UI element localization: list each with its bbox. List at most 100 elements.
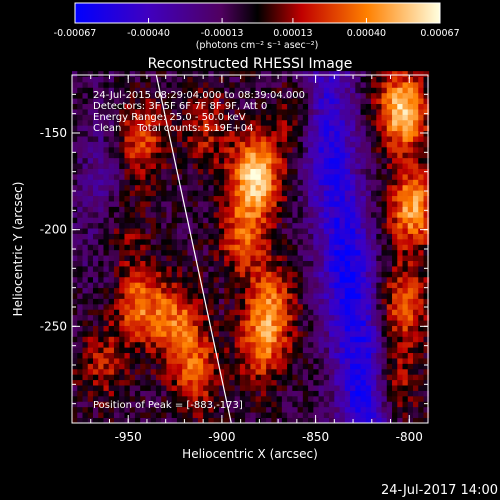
heatmap-cell bbox=[407, 119, 414, 126]
heatmap-cell bbox=[108, 184, 115, 191]
heatmap-cell bbox=[402, 395, 409, 402]
heatmap-cell bbox=[308, 98, 314, 105]
heatmap-cell bbox=[77, 163, 83, 169]
heatmap-cell bbox=[344, 390, 351, 397]
heatmap-cell bbox=[402, 406, 409, 413]
heatmap-cell bbox=[297, 401, 304, 408]
heatmap-cell bbox=[218, 352, 225, 359]
heatmap-cell bbox=[355, 287, 361, 294]
heatmap-cell bbox=[413, 341, 419, 348]
heatmap-cell bbox=[250, 266, 257, 272]
heatmap-cell bbox=[355, 222, 361, 229]
heatmap-cell bbox=[103, 81, 110, 88]
heatmap-cell bbox=[376, 157, 382, 164]
heatmap-cell bbox=[339, 71, 346, 77]
heatmap-cell bbox=[281, 401, 288, 408]
heatmap-cell bbox=[281, 92, 288, 99]
heatmap-cell bbox=[234, 358, 241, 364]
heatmap-cell bbox=[176, 92, 183, 99]
heatmap-cell bbox=[308, 374, 314, 381]
heatmap-cell bbox=[145, 347, 152, 354]
heatmap-cell bbox=[350, 401, 356, 408]
heatmap-cell bbox=[281, 206, 288, 213]
heatmap-cell bbox=[239, 152, 246, 159]
heatmap-cell bbox=[423, 412, 430, 418]
heatmap-cell bbox=[250, 330, 257, 337]
heatmap-cell bbox=[250, 412, 257, 418]
heatmap-cell bbox=[197, 201, 204, 207]
heatmap-cell bbox=[276, 249, 283, 256]
heatmap-cell bbox=[134, 293, 141, 299]
heatmap-cell bbox=[124, 130, 131, 137]
heatmap-cell bbox=[407, 385, 414, 391]
heatmap-cell bbox=[72, 211, 78, 218]
heatmap-cell bbox=[276, 190, 283, 197]
heatmap-cell bbox=[176, 298, 183, 305]
heatmap-cell bbox=[224, 222, 230, 229]
heatmap-cell bbox=[344, 266, 351, 272]
heatmap-cell bbox=[292, 260, 298, 267]
heatmap-cell bbox=[145, 201, 152, 207]
heatmap-cell bbox=[255, 287, 262, 294]
heatmap-cell bbox=[224, 184, 230, 191]
heatmap-cell bbox=[339, 195, 346, 202]
heatmap-cell bbox=[187, 303, 194, 310]
heatmap-cell bbox=[124, 184, 131, 191]
heatmap-cell bbox=[124, 228, 131, 234]
heatmap-cell bbox=[103, 287, 110, 294]
heatmap-cell bbox=[124, 352, 131, 359]
heatmap-cell bbox=[350, 130, 356, 137]
heatmap-cell bbox=[166, 184, 173, 191]
heatmap-cell bbox=[129, 114, 136, 121]
heatmap-cell bbox=[98, 385, 104, 391]
heatmap-cell bbox=[323, 330, 330, 337]
heatmap-cell bbox=[323, 125, 330, 132]
heatmap-cell bbox=[82, 152, 89, 159]
heatmap-cell bbox=[329, 114, 335, 121]
heatmap-cell bbox=[287, 92, 293, 99]
heatmap-cell bbox=[197, 157, 204, 164]
heatmap-cell bbox=[371, 347, 377, 354]
heatmap-cell bbox=[103, 119, 110, 126]
heatmap-cell bbox=[318, 390, 325, 397]
heatmap-cell bbox=[281, 125, 288, 132]
heatmap-cell bbox=[82, 168, 89, 175]
heatmap-cell bbox=[292, 303, 298, 310]
heatmap-cell bbox=[355, 298, 361, 305]
heatmap-cell bbox=[360, 103, 367, 110]
heatmap-cell bbox=[313, 152, 319, 159]
heatmap-cell bbox=[250, 255, 257, 261]
heatmap-cell bbox=[134, 287, 141, 294]
heatmap-cell bbox=[134, 163, 141, 169]
heatmap-cell bbox=[119, 168, 125, 175]
heatmap-cell bbox=[103, 244, 110, 251]
heatmap-cell bbox=[155, 228, 162, 234]
heatmap-cell bbox=[292, 314, 298, 321]
heatmap-cell bbox=[218, 222, 225, 229]
heatmap-cell bbox=[302, 103, 309, 110]
heatmap-cell bbox=[239, 109, 246, 115]
heatmap-cell bbox=[113, 211, 120, 218]
heatmap-cell bbox=[239, 271, 246, 278]
heatmap-cell bbox=[192, 195, 199, 202]
heatmap-cell bbox=[140, 266, 146, 272]
heatmap-cell bbox=[77, 255, 83, 261]
heatmap-cell bbox=[355, 320, 361, 326]
heatmap-cell bbox=[360, 211, 367, 218]
heatmap-cell bbox=[187, 298, 194, 305]
heatmap-cell bbox=[371, 173, 377, 180]
heatmap-cell bbox=[166, 287, 173, 294]
heatmap-cell bbox=[234, 228, 241, 234]
heatmap-cell bbox=[134, 352, 141, 359]
heatmap-cell bbox=[392, 136, 398, 142]
heatmap-cell bbox=[281, 114, 288, 121]
heatmap-cell bbox=[119, 195, 125, 202]
heatmap-cell bbox=[407, 401, 414, 408]
heatmap-cell bbox=[218, 114, 225, 121]
heatmap-cell bbox=[371, 249, 377, 256]
heatmap-cell bbox=[229, 217, 236, 224]
heatmap-cell bbox=[176, 303, 183, 310]
heatmap-cell bbox=[339, 119, 346, 126]
heatmap-cell bbox=[171, 222, 178, 229]
heatmap-cell bbox=[313, 395, 319, 402]
